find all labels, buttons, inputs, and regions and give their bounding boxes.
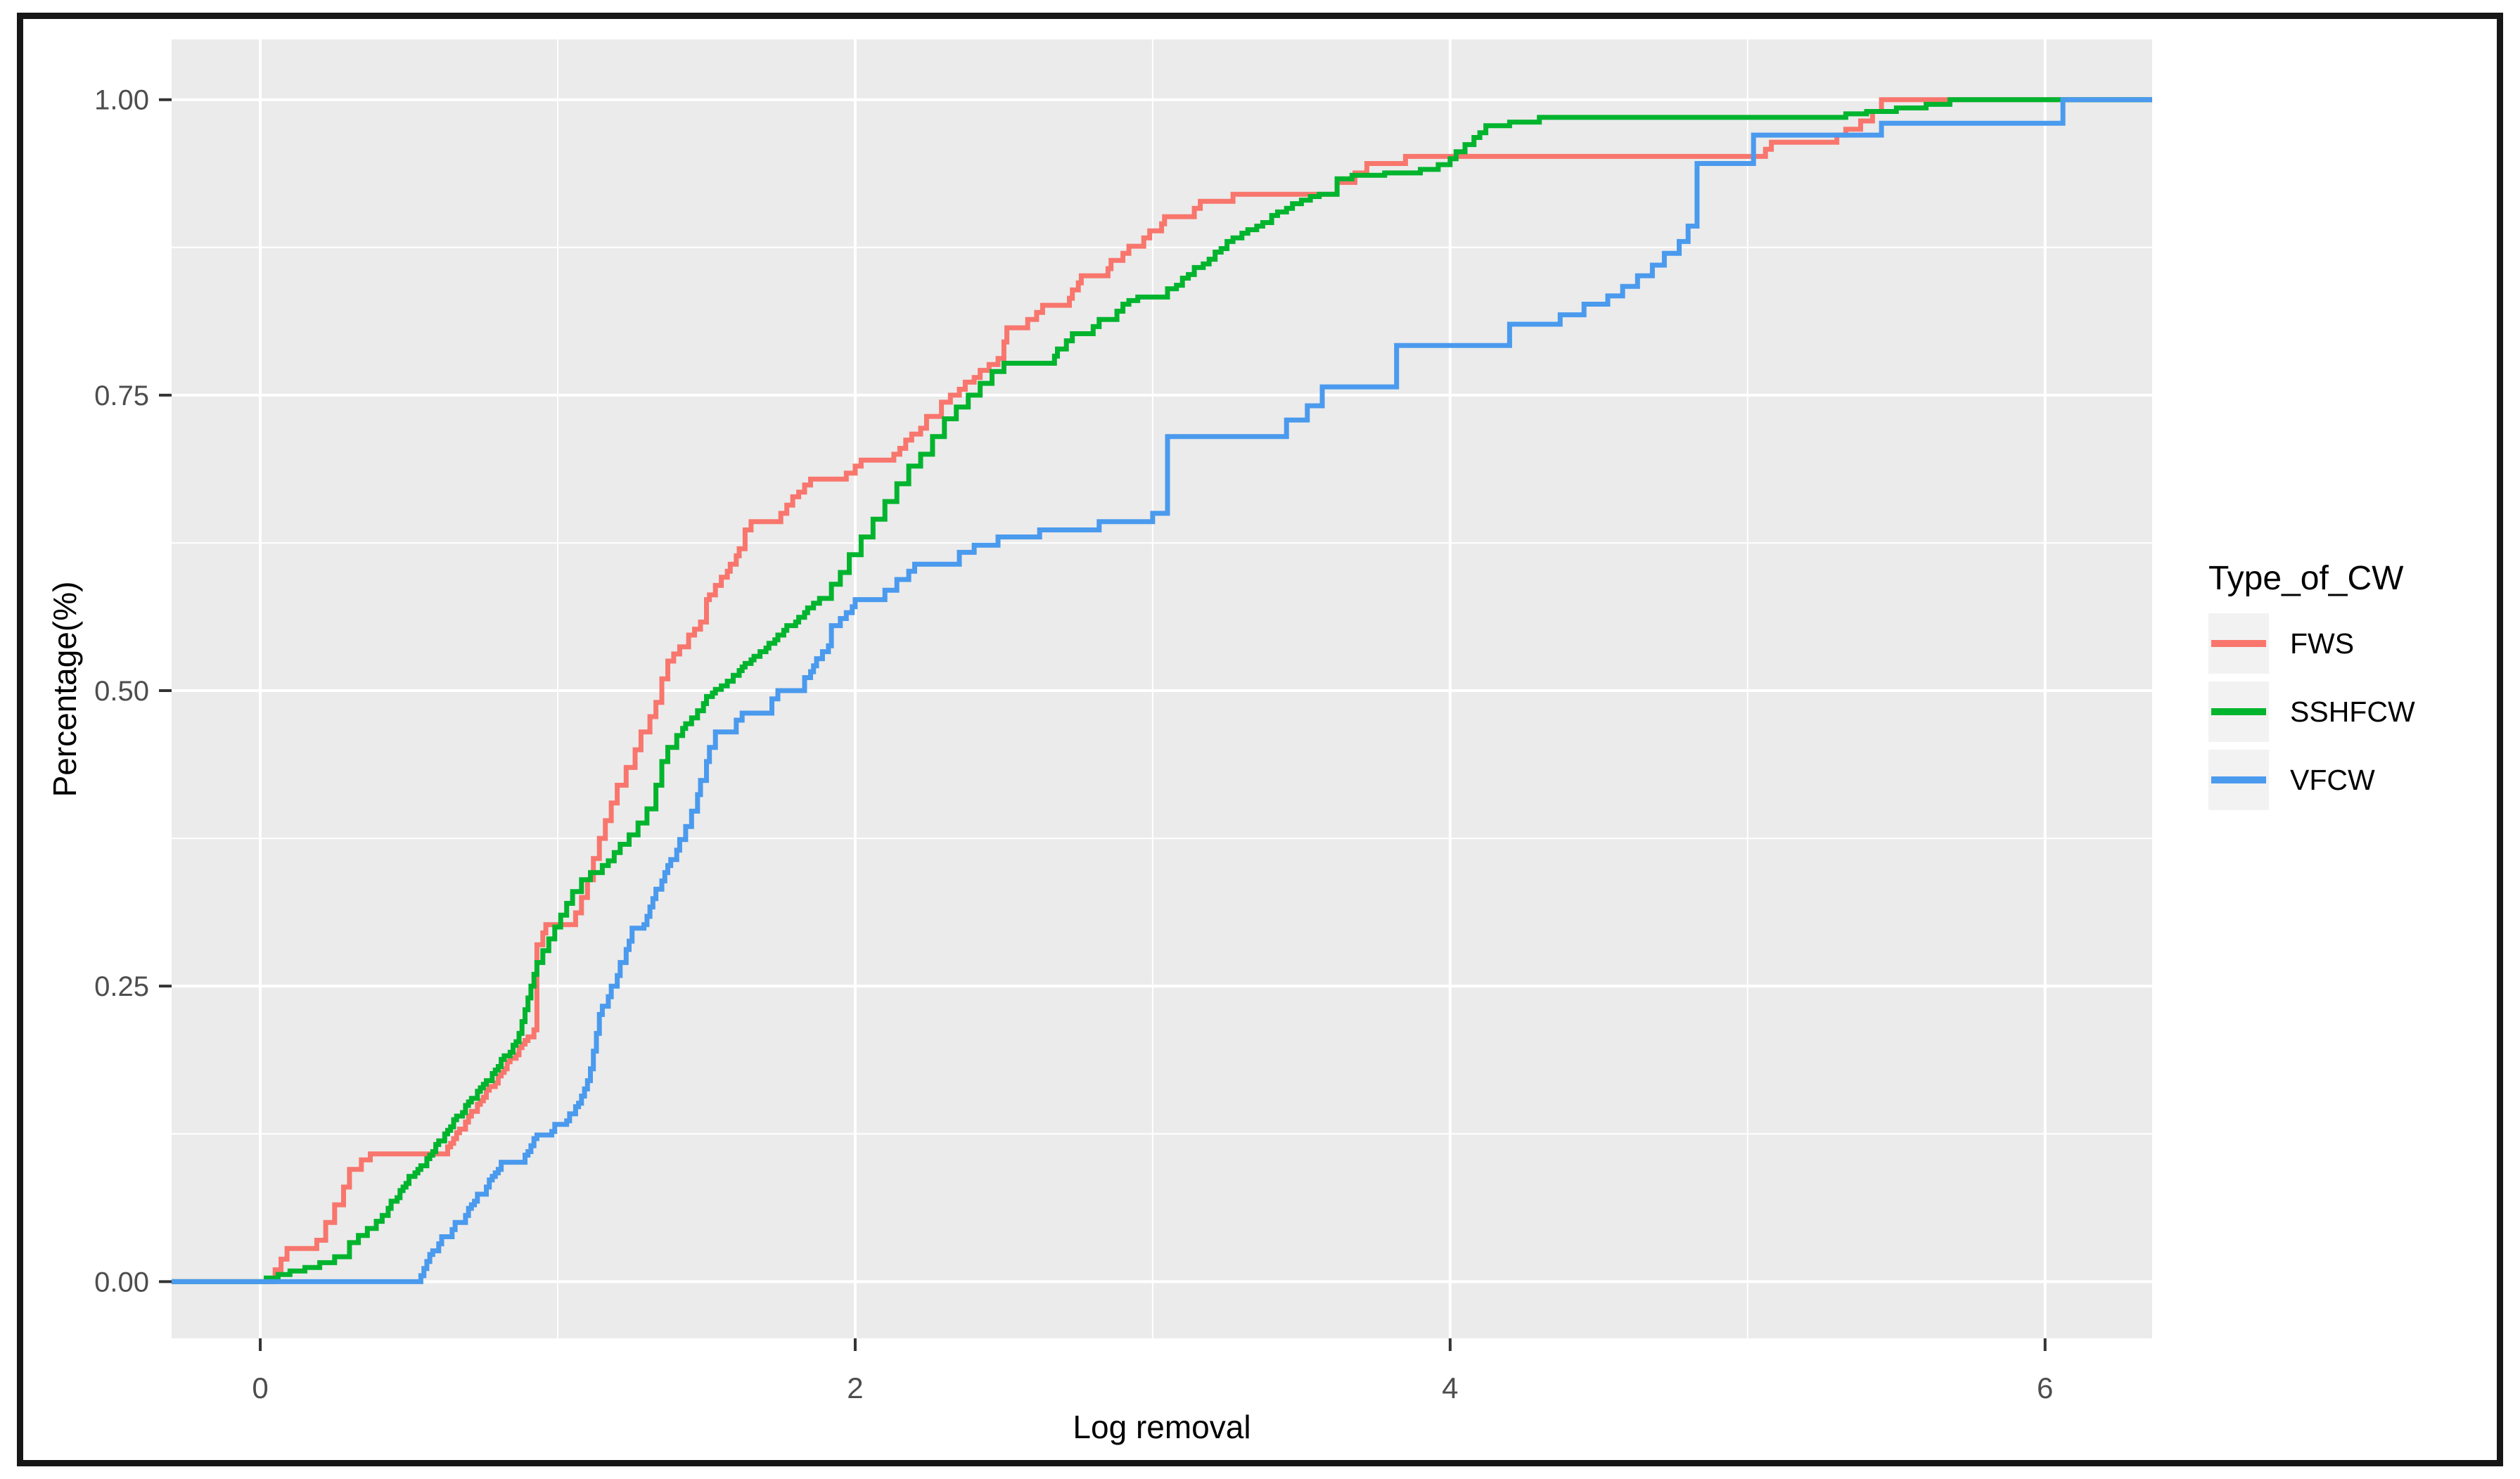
y-tick-label: 1.00 [94, 85, 149, 116]
series-line-vfcw [172, 97, 2152, 1284]
series-lines [172, 97, 2152, 1284]
axis-tick-marks [159, 98, 2047, 1351]
legend-item-vfcw: VFCW [2208, 750, 2415, 810]
axis-tick-labels: 0 2 4 6 0.00 0.25 0.50 0.75 1.00 [94, 85, 2053, 1404]
legend-key-line-vfcw [2211, 776, 2266, 783]
x-tick-label: 6 [2037, 1371, 2053, 1404]
legend: Type_of_CW FWS SSHFCW VFCW [2208, 559, 2415, 818]
legend-label-vfcw: VFCW [2290, 763, 2375, 796]
legend-key-box [2208, 613, 2269, 674]
plot-panel [172, 39, 2152, 1338]
legend-item-sshfcw: SSHFCW [2208, 681, 2415, 742]
y-tick-label: 0.50 [94, 676, 149, 707]
x-tick-label: 0 [252, 1371, 268, 1404]
major-gridlines [172, 39, 2152, 1338]
x-axis-title: Log removal [1073, 1409, 1251, 1445]
legend-label-fws: FWS [2290, 627, 2355, 660]
y-axis-title: Percentage(%) [46, 582, 83, 798]
legend-key-box [2208, 681, 2269, 742]
series-line-fws [172, 97, 2152, 1284]
legend-key-line-sshfcw [2211, 708, 2266, 715]
minor-gridlines [172, 39, 2152, 1338]
legend-key-box [2208, 750, 2269, 810]
x-tick-label: 4 [1442, 1371, 1458, 1404]
y-tick-label: 0.00 [94, 1267, 149, 1298]
y-tick-label: 0.75 [94, 380, 149, 411]
legend-key-line-fws [2211, 640, 2266, 647]
x-tick-label: 2 [847, 1371, 863, 1404]
y-tick-label: 0.25 [94, 971, 149, 1002]
series-line-sshfcw [172, 97, 2152, 1284]
legend-label-sshfcw: SSHFCW [2290, 695, 2415, 728]
legend-item-fws: FWS [2208, 613, 2415, 674]
legend-title: Type_of_CW [2208, 560, 2404, 597]
